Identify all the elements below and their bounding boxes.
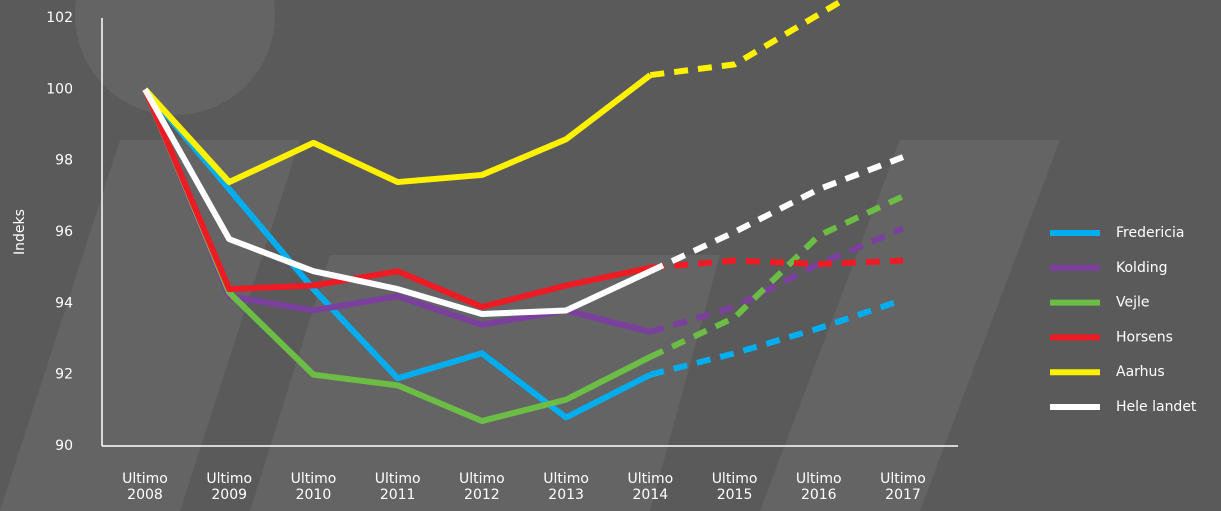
legend-label: Hele landet	[1116, 399, 1197, 415]
watermark	[0, 0, 1060, 511]
y-tick-label: 90	[55, 438, 73, 454]
series-line-projection	[649, 296, 904, 378]
x-tick-label: Ultimo 2012	[459, 471, 505, 503]
y-tick-label: 96	[55, 224, 73, 240]
legend-label: Vejle	[1116, 295, 1150, 311]
legend-label: Horsens	[1116, 329, 1173, 345]
x-tick-label: Ultimo 2010	[290, 471, 337, 503]
series-line-projection	[649, 0, 850, 79]
series-line	[142, 72, 653, 186]
series-line-projection	[649, 193, 905, 360]
x-tick-label: Ultimo 2009	[206, 471, 253, 503]
x-tick-label: Ultimo 2013	[543, 471, 589, 503]
x-tick-label: Ultimo 2017	[880, 471, 926, 503]
plot-area	[142, 0, 905, 425]
x-tick-label: Ultimo 2014	[627, 471, 674, 503]
series-line	[142, 87, 652, 421]
series-line-projection	[650, 257, 904, 271]
series-line	[142, 88, 652, 425]
y-tick-label: 94	[55, 295, 73, 311]
x-tick-label: Ultimo 2015	[711, 471, 758, 503]
series-line	[142, 87, 652, 318]
legend-label: Kolding	[1116, 260, 1167, 276]
legend-label: Aarhus	[1116, 364, 1165, 380]
y-tick-label: 98	[55, 153, 73, 169]
y-tick-label: 100	[46, 81, 73, 97]
x-tick-label: Ultimo 2011	[374, 471, 421, 503]
series-line	[142, 88, 651, 310]
x-tick-label: Ultimo 2016	[795, 471, 842, 503]
x-tick-label: Ultimo 2008	[122, 471, 168, 503]
legend-label: Fredericia	[1116, 225, 1184, 241]
y-axis-label: Indeks	[12, 209, 28, 255]
y-tick-label: 102	[46, 10, 73, 26]
series-line-projection	[649, 225, 905, 335]
y-tick-label: 92	[55, 367, 73, 383]
